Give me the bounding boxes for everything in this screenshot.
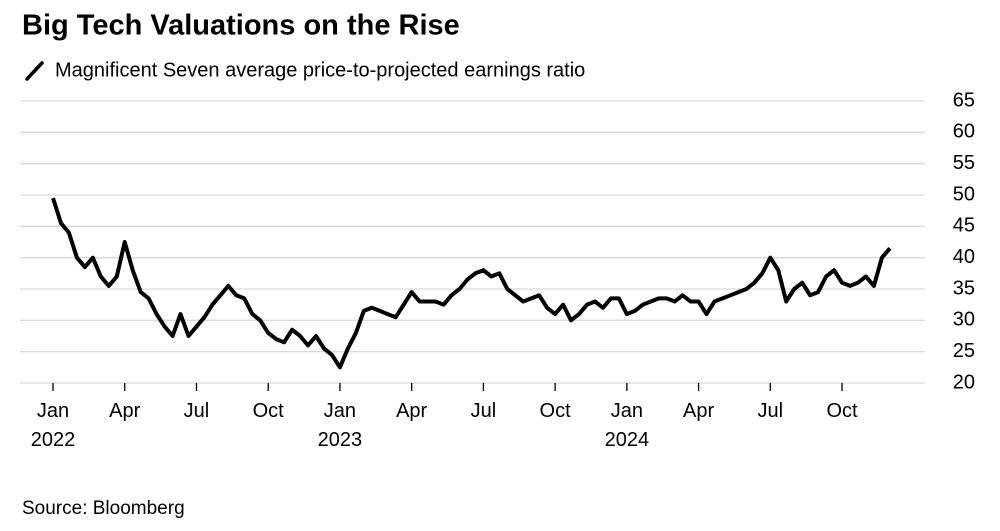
y-tick-label: 60 (953, 121, 975, 143)
y-tick-label: 55 (953, 152, 975, 174)
x-tick-label: Jan 2024 (605, 400, 650, 451)
source-note: Source: Bloomberg (22, 498, 185, 519)
legend-swatch (25, 61, 44, 81)
x-tick-label: Oct (826, 400, 858, 422)
y-tick-label: 20 (953, 371, 975, 393)
legend-label: Magnificent Seven average price-to-proje… (55, 59, 585, 81)
x-tick-label: Jul (184, 400, 210, 422)
x-tick-label: Jan 2022 (31, 400, 76, 451)
y-tick-label: 40 (953, 246, 975, 268)
x-tick-label: Apr (396, 400, 427, 422)
y-tick-label: 45 (953, 215, 975, 237)
y-tick-label: 35 (953, 277, 975, 299)
x-tick-label: Jan 2023 (318, 400, 363, 451)
x-tick-label: Apr (109, 400, 140, 422)
x-tick-label: Oct (253, 400, 285, 422)
y-tick-label: 30 (953, 309, 975, 331)
y-tick-label: 25 (953, 340, 975, 362)
x-tick-label: Jul (471, 400, 497, 422)
y-tick-label: 65 (953, 89, 975, 111)
y-tick-label: 50 (953, 183, 975, 205)
data-line (51, 197, 892, 370)
x-tick-label: Oct (540, 400, 572, 422)
x-tick-label: Apr (683, 400, 714, 422)
x-tick-label: Jul (758, 400, 784, 422)
chart-title: Big Tech Valuations on the Rise (22, 10, 460, 42)
